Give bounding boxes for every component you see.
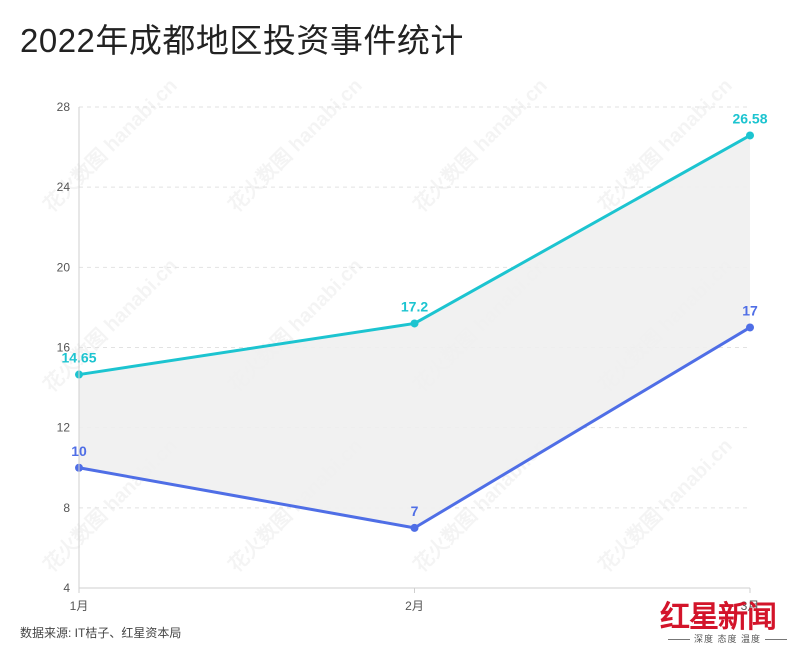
data-label: 26.58 bbox=[732, 110, 767, 126]
band-fill bbox=[79, 135, 750, 528]
watermark-text: 花火数图 hanabi.cn bbox=[408, 73, 551, 216]
watermark-text: 花火数图 hanabi.cn bbox=[38, 73, 181, 216]
watermark-text: 花火数图 hanabi.cn bbox=[593, 433, 736, 576]
y-tick-label: 12 bbox=[57, 421, 71, 435]
data-label: 17.2 bbox=[401, 298, 428, 314]
brand-logo: 红星新闻 深度 态度 温度 bbox=[660, 592, 800, 652]
source-note: 数据来源: IT桔子、红星资本局 bbox=[20, 626, 182, 640]
y-tick-label: 16 bbox=[57, 341, 71, 355]
y-tick-label: 4 bbox=[63, 581, 70, 595]
data-point bbox=[746, 323, 754, 332]
data-label: 17 bbox=[742, 302, 758, 318]
x-tick-label: 1月 bbox=[70, 599, 89, 613]
y-tick-label: 28 bbox=[57, 100, 71, 114]
y-tick-label: 24 bbox=[57, 180, 71, 194]
page-title: 2022年成都地区投资事件统计 bbox=[20, 22, 464, 59]
x-axis: 1月 2月 3月 bbox=[70, 588, 760, 613]
brand-logo-text: 红星新闻 bbox=[660, 600, 777, 635]
data-point bbox=[410, 523, 419, 532]
data-label: 7 bbox=[411, 503, 419, 519]
y-tick-label: 20 bbox=[57, 260, 71, 274]
band-area bbox=[79, 135, 750, 528]
x-tick-label: 2月 bbox=[405, 599, 424, 613]
y-tick-label: 8 bbox=[63, 501, 70, 515]
data-point bbox=[410, 319, 419, 328]
x-tick-label: 3月 bbox=[741, 599, 760, 613]
data-point bbox=[746, 131, 754, 140]
brand-logo-subtitle: 深度 态度 温度 bbox=[664, 632, 791, 645]
watermark-text: 花火数图 hanabi.cn bbox=[223, 73, 366, 216]
